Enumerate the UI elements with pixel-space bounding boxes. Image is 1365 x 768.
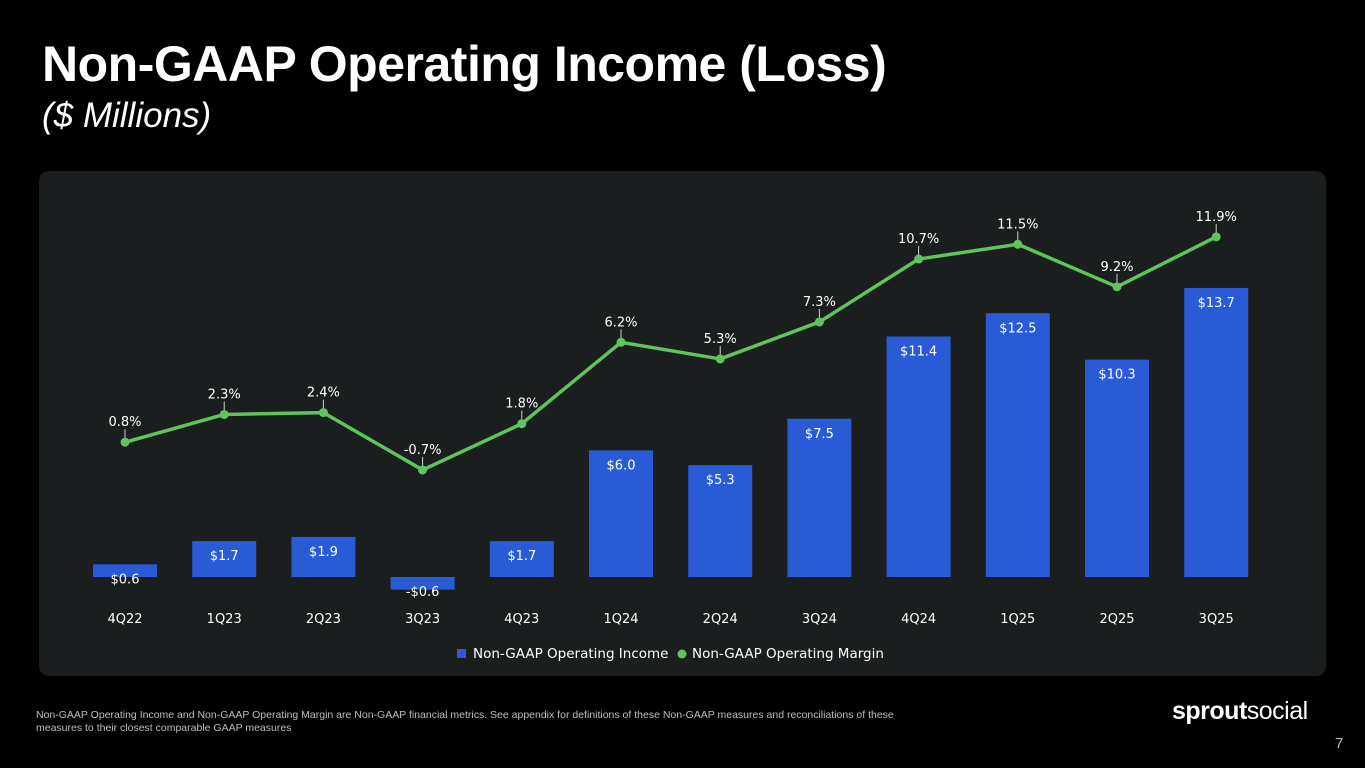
- margin-point-1q25: [1013, 239, 1023, 249]
- margin-point-2q23: [318, 408, 328, 418]
- x-tick-label: 3Q25: [1199, 612, 1234, 627]
- bar-value-label: $6.0: [607, 458, 636, 473]
- margin-point-4q24: [914, 254, 924, 264]
- margin-value-label: 2.3%: [208, 387, 241, 402]
- margin-line: [123, 235, 1218, 472]
- x-tick-label: 4Q22: [107, 612, 142, 627]
- footnote: Non-GAAP Operating Income and Non-GAAP O…: [36, 709, 894, 734]
- margin-point-4q22: [120, 437, 130, 447]
- margin-point-3q24: [814, 317, 824, 327]
- bar-value-label: $0.6: [111, 572, 140, 587]
- x-tick-label: 1Q25: [1000, 612, 1035, 627]
- margin-point-2q24: [715, 354, 725, 364]
- legend-swatch-margin: [677, 649, 687, 659]
- bar-value-label: $10.3: [1098, 368, 1135, 383]
- bar-value-label: $5.3: [706, 473, 735, 488]
- margin-value-label: 10.7%: [898, 232, 939, 247]
- bar-value-label: $1.7: [210, 549, 239, 564]
- page-number: 7: [1335, 735, 1344, 752]
- page-subtitle: ($ Millions): [42, 96, 212, 135]
- bar-4q22: [93, 564, 157, 577]
- margin-value-label: 11.5%: [997, 217, 1038, 232]
- x-tick-label: 2Q23: [306, 612, 341, 627]
- bar-3q23: [390, 577, 455, 590]
- x-tick-label: 4Q24: [901, 612, 936, 627]
- margin-value-label: 7.3%: [803, 295, 836, 310]
- x-tick-label: 4Q23: [504, 612, 539, 627]
- margin-value-label: 6.2%: [604, 315, 637, 330]
- page-title: Non-GAAP Operating Income (Loss): [42, 36, 887, 92]
- bar-2q25: [1085, 359, 1149, 577]
- legend-label-margin: Non-GAAP Operating Margin: [692, 646, 884, 662]
- bar-value-label: $13.7: [1198, 296, 1235, 311]
- margin-value-label: 0.8%: [108, 415, 141, 430]
- margin-value-label: 9.2%: [1100, 260, 1133, 275]
- logo-text-bold: sprout: [1172, 697, 1247, 725]
- bar-1q24: [589, 450, 653, 577]
- bar-3q24: [787, 418, 852, 577]
- bar-value-label: -$0.6: [406, 585, 440, 600]
- bar-4q24: [886, 336, 951, 577]
- margin-point-3q23: [418, 465, 428, 475]
- bar-value-label: $1.7: [507, 549, 536, 564]
- legend-swatch-income: [457, 649, 466, 658]
- margin-point-2q25: [1112, 282, 1122, 292]
- chart: $0.6 $1.7 $1.9 -$0.6 $1.7 $6.0 $5.3 $7.5 $11.4 $1…: [93, 210, 1249, 662]
- margin-value-label: -0.7%: [404, 443, 442, 458]
- logo-text-light: social: [1246, 697, 1308, 725]
- margin-value-label: 2.4%: [307, 386, 340, 401]
- x-tick-label: 2Q24: [703, 612, 738, 627]
- bar-value-label: $11.4: [900, 344, 937, 359]
- bar-value-label: $1.9: [309, 545, 338, 560]
- x-tick-label: 1Q24: [603, 612, 638, 627]
- x-tick-label: 2Q25: [1099, 612, 1134, 627]
- margin-value-label: 1.8%: [505, 397, 538, 412]
- margin-value-label: 11.9%: [1196, 210, 1237, 225]
- legend-label-income: Non-GAAP Operating Income: [473, 646, 668, 662]
- bar-1q23: [192, 541, 257, 577]
- bar-3q25: [1184, 287, 1249, 577]
- margin-value-label: 5.3%: [704, 332, 737, 347]
- x-tick-label: 3Q24: [802, 612, 837, 627]
- x-tick-label: 3Q23: [405, 612, 440, 627]
- x-tick-label: 1Q23: [207, 612, 242, 627]
- bar-value-label: $7.5: [805, 427, 834, 442]
- bar-2q23: [291, 536, 356, 577]
- bar-4q23: [489, 541, 554, 577]
- bar-value-label: $12.5: [999, 321, 1036, 336]
- bar-1q25: [985, 313, 1050, 577]
- margin-point-4q23: [517, 419, 527, 429]
- margin-point-1q23: [219, 409, 229, 419]
- bar-2q24: [688, 465, 753, 577]
- margin-point-1q24: [616, 337, 626, 347]
- sproutsocial-logo: sproutsocial: [1172, 697, 1308, 726]
- margin-point-3q25: [1211, 232, 1221, 242]
- chart-panel: $0.6 $1.7 $1.9 -$0.6 $1.7 $6.0 $5.3 $7.5 $11.4 $1…: [39, 171, 1326, 676]
